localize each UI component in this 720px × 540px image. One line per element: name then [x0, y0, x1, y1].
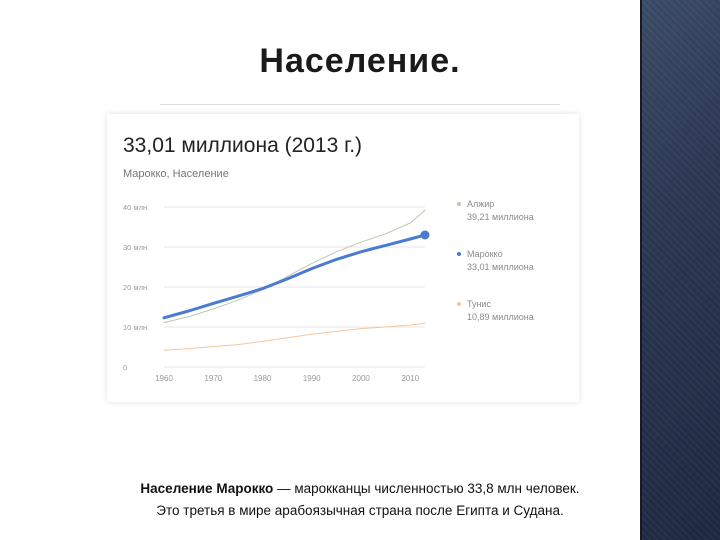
slide-title: Население. — [259, 42, 461, 80]
legend-series-value: 33,01 миллиона — [467, 262, 534, 272]
y-tick-label: 0 — [123, 363, 127, 372]
chart-headline-value: 33,01 миллиона (2013 г.) — [123, 134, 363, 157]
y-tick-label: 10 млн — [123, 323, 147, 332]
legend-marker — [457, 302, 461, 306]
legend-series-name: Марокко — [467, 249, 503, 259]
caption-line-2: Это третья в мире арабоязычная страна по… — [156, 503, 564, 518]
caption-line-1: Население Марокко — марокканцы численнос… — [60, 478, 660, 500]
caption-rest: — марокканцы численностью 33,8 млн челов… — [273, 481, 580, 496]
legend-series-name: Алжир — [467, 199, 494, 209]
x-tick-label: 1980 — [254, 374, 272, 383]
series-endpoint-dot — [420, 230, 430, 240]
y-tick-label: 40 млн — [123, 203, 147, 212]
x-tick-label: 2010 — [401, 374, 419, 383]
series-line-algeria — [163, 209, 426, 324]
legend-series-value: 39,21 миллиона — [467, 212, 534, 222]
chart-subtitle: Марокко, Население — [123, 168, 229, 180]
legend-marker — [457, 202, 461, 206]
x-tick-label: 2000 — [352, 374, 370, 383]
y-tick-label: 30 млн — [123, 243, 147, 252]
population-line-chart: 0 10 млн 20 млн 30 млн 40 млн 1960 1970 1980 199… — [123, 199, 534, 383]
x-tick-label: 1970 — [204, 374, 222, 383]
caption: Население Марокко — марокканцы численнос… — [60, 478, 660, 522]
caption-bold: Население Марокко — [140, 481, 274, 496]
legend-marker — [457, 252, 461, 256]
legend-series-value: 10,89 миллиона — [467, 312, 534, 322]
x-tick-label: 1990 — [303, 374, 321, 383]
series-line-tunisia — [163, 322, 426, 351]
x-tick-label: 1960 — [155, 374, 173, 383]
decorative-side-band — [640, 0, 720, 540]
legend-series-name: Тунис — [467, 299, 491, 309]
chart-card: 33,01 миллиона (2013 г.) Марокко, Населе… — [107, 114, 579, 402]
title-divider — [160, 104, 560, 105]
y-tick-label: 20 млн — [123, 283, 147, 292]
series-line-morocco — [162, 233, 427, 320]
